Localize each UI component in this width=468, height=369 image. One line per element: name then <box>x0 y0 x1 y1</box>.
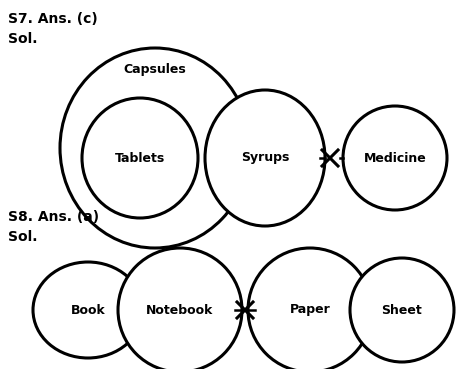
Ellipse shape <box>33 262 143 358</box>
Text: S8. Ans. (a): S8. Ans. (a) <box>8 210 99 224</box>
Ellipse shape <box>248 248 372 369</box>
Text: Sheet: Sheet <box>381 303 423 317</box>
Ellipse shape <box>82 98 198 218</box>
Text: Book: Book <box>71 303 105 317</box>
Text: Notebook: Notebook <box>146 303 214 317</box>
Ellipse shape <box>60 48 250 248</box>
Text: Paper: Paper <box>290 303 330 317</box>
Text: Capsules: Capsules <box>124 63 186 76</box>
Ellipse shape <box>118 248 242 369</box>
Ellipse shape <box>350 258 454 362</box>
Text: Sol.: Sol. <box>8 230 37 244</box>
Text: S7. Ans. (c): S7. Ans. (c) <box>8 12 98 26</box>
Text: Medicine: Medicine <box>364 152 426 165</box>
Text: Sol.: Sol. <box>8 32 37 46</box>
Ellipse shape <box>205 90 325 226</box>
Text: Syrups: Syrups <box>241 152 289 165</box>
Text: Tablets: Tablets <box>115 152 165 165</box>
Ellipse shape <box>343 106 447 210</box>
